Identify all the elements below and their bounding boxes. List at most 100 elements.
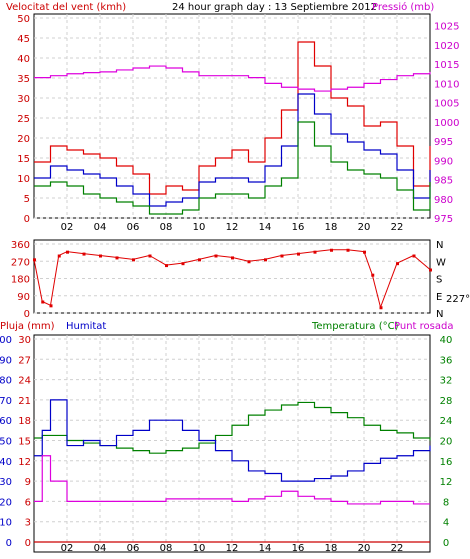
rain-tick-label: 21: [18, 396, 31, 407]
pressure-tick-label: 1025: [434, 22, 459, 33]
wind-tick-label: 20: [17, 134, 30, 145]
wind-x-tick: 20: [358, 222, 371, 233]
direction-plot-area: [33, 239, 431, 314]
direction-point: [57, 254, 61, 258]
min-series-line: [34, 121, 431, 215]
dew-series-line: [34, 455, 430, 505]
pressure-tick-label: 1000: [434, 118, 459, 129]
humidity-tick-label: 100: [0, 335, 12, 346]
humidity-tick-label: 0: [6, 538, 12, 549]
direction-point: [49, 304, 53, 308]
temp-x-tick: 02: [61, 543, 74, 554]
direction-compass-label: E: [436, 292, 442, 303]
gust-series-line: [34, 41, 431, 195]
temp-x-tick: 14: [259, 543, 272, 554]
temp-tick-label: 28: [440, 396, 453, 407]
wind-tick-label: 50: [17, 14, 30, 25]
wind-tick-label: 0: [24, 214, 30, 225]
direction-point: [132, 258, 135, 262]
temp-x-tick: 08: [160, 543, 173, 554]
direction-point: [297, 252, 300, 256]
pressure-tick-label: 1020: [434, 41, 459, 52]
direction-trace: [248, 258, 266, 262]
direction-point: [396, 262, 399, 266]
temp-x-tick: 16: [292, 543, 305, 554]
temp-tick-label: 0: [443, 538, 449, 549]
direction-trace: [33, 259, 43, 302]
temp-tick-label: 36: [440, 355, 453, 366]
direction-trace: [50, 255, 60, 306]
humidity-tick-label: 70: [0, 396, 12, 407]
temp-tick-label: 12: [440, 477, 453, 488]
direction-trace: [231, 256, 249, 262]
temp-tick-label: 16: [440, 457, 453, 468]
wind-tick-label: 10: [17, 174, 30, 185]
wind-tick-label: 45: [17, 34, 30, 45]
temp-x-tick: 18: [325, 543, 338, 554]
temp-x-tick: 20: [358, 543, 371, 554]
wind-tick-label: 30: [17, 94, 30, 105]
avg-series-line: [34, 93, 431, 207]
wind-x-tick: 16: [292, 222, 305, 233]
temp-x-tick: 06: [127, 543, 140, 554]
direction-point: [264, 258, 267, 262]
humidity-tick-label: 90: [0, 355, 12, 366]
humidity-tick-label: 20: [0, 497, 12, 508]
wind-x-tick: 06: [127, 222, 140, 233]
wind-tick-label: 15: [17, 154, 30, 165]
temp-x-tick: 10: [193, 543, 206, 554]
direction-trace: [132, 255, 150, 260]
direction-trace: [83, 253, 101, 256]
rain-tick-label: 18: [18, 416, 31, 427]
direction-trace: [413, 255, 431, 270]
rain-axis-title: Pluja (mm): [0, 321, 55, 332]
wind-tick-label: 40: [17, 54, 30, 65]
direction-tick-label: 270: [11, 257, 30, 268]
humidity-tick-label: 30: [0, 477, 12, 488]
humidity-tick-label: 80: [0, 376, 12, 387]
wind-tick-label: 5: [24, 194, 30, 205]
humidity-tick-label: 10: [0, 518, 12, 529]
humidity_temp_scale-series-line: [34, 399, 431, 482]
chart-title: 24 hour graph day : 13 Septiembre 2012: [172, 2, 377, 13]
dewpoint-axis-title: Punt rosada: [394, 321, 454, 332]
rain-tick-label: 30: [18, 335, 31, 346]
temp-x-tick: 22: [391, 543, 404, 554]
pressure-tick-label: 990: [434, 156, 453, 167]
direction-last-value: 227°: [446, 294, 470, 305]
pressure-tick-label: 985: [434, 176, 453, 187]
direction-point: [198, 258, 201, 262]
pressure-axis-title: Pressió (mb): [372, 2, 435, 13]
wind-x-tick: 10: [193, 222, 206, 233]
direction-point: [379, 306, 383, 310]
direction-trace: [116, 256, 134, 260]
temp-tick-label: 24: [440, 416, 453, 427]
direction-point: [165, 264, 168, 268]
humidity-tick-label: 40: [0, 457, 12, 468]
rain-tick-label: 3: [25, 518, 31, 529]
wind-x-tick: 08: [160, 222, 173, 233]
temp-tick-label: 4: [443, 518, 449, 529]
direction-trace: [165, 262, 183, 266]
humidity-axis-title: Humitat: [66, 321, 107, 332]
wind-x-tick: 12: [226, 222, 239, 233]
temp-tick-label: 40: [440, 335, 453, 346]
direction-tick-label: 0: [24, 309, 30, 320]
direction-trace: [215, 255, 233, 258]
direction-point: [247, 260, 251, 264]
temp-tick-label: 20: [440, 437, 453, 448]
direction-trace: [281, 253, 299, 256]
direction-compass-label: W: [436, 257, 446, 268]
direction-tick-label: 360: [11, 240, 30, 251]
direction-point: [280, 254, 284, 258]
direction-trace: [58, 251, 68, 256]
direction-trace: [363, 251, 373, 275]
wind-x-tick: 22: [391, 222, 404, 233]
wind-tick-label: 25: [17, 114, 30, 125]
direction-trace: [396, 255, 414, 264]
direction-tick-label: 90: [17, 292, 30, 303]
temperature-axis-title: Temperatura (°C): [312, 321, 399, 332]
temp-tick-label: 32: [440, 376, 453, 387]
wind-axis-title: Velocitat del vent (kmh): [6, 2, 127, 13]
